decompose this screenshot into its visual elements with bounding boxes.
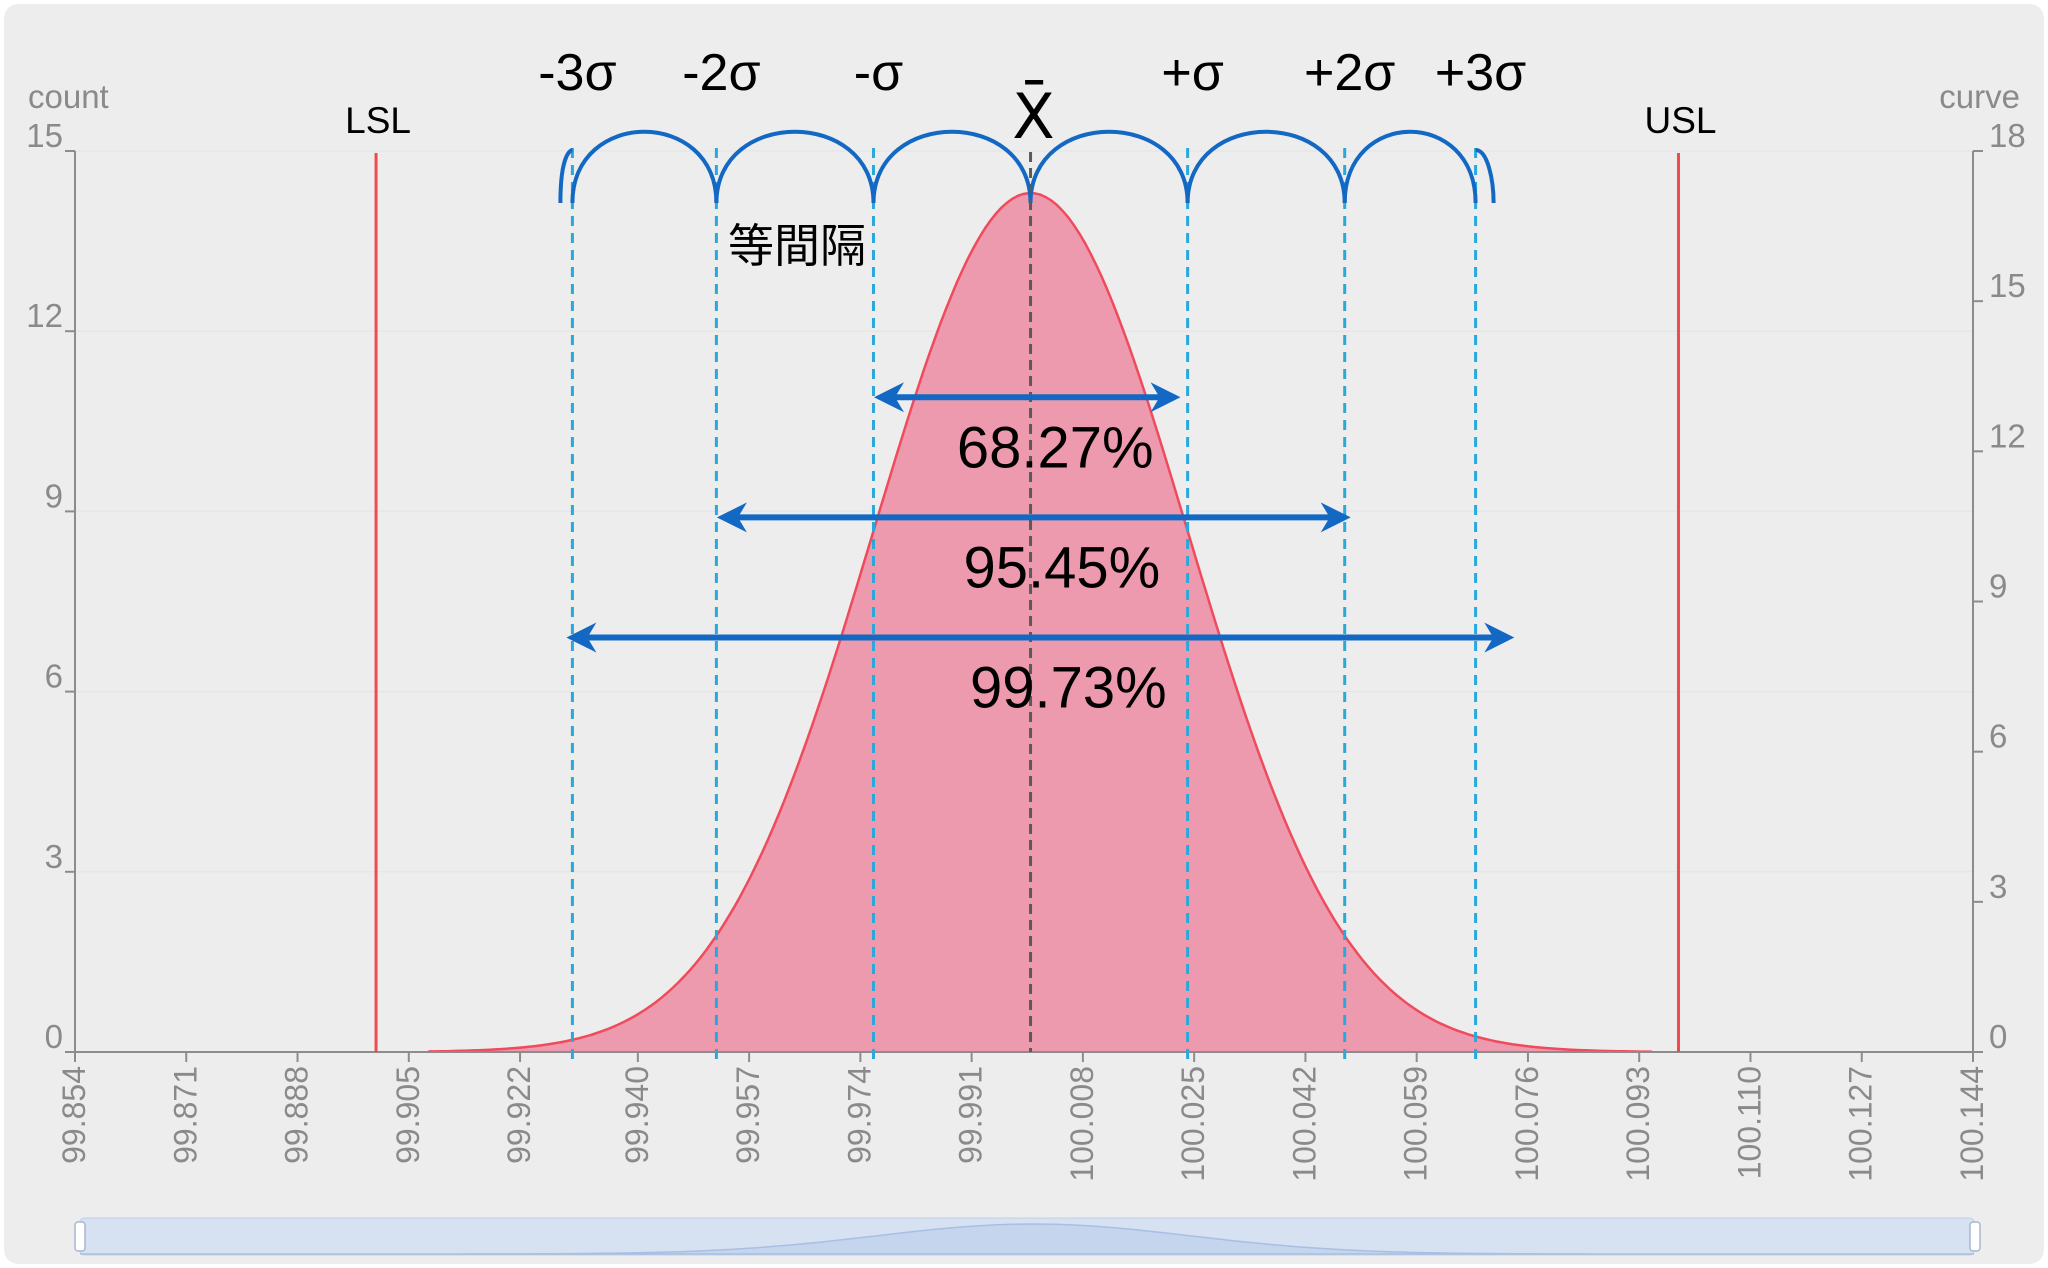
sigma-label: -3σ: [538, 44, 616, 102]
interval-arc: [570, 129, 719, 204]
x-axis-ticks: 99.854 99.871 99.888 99.905 99.922 99.940 99.9…: [56, 1052, 1990, 1182]
interval-arc-end: [1475, 148, 1496, 204]
x-tick-label: 100.008: [1064, 1066, 1100, 1182]
slider-handle-right[interactable]: [1969, 1221, 1981, 1252]
right-tick-label: 0: [1989, 1018, 2007, 1055]
left-tick-label: 15: [26, 117, 63, 154]
left-tick-label: 6: [45, 658, 63, 695]
range-label: 99.73%: [970, 656, 1167, 721]
curve-line: [428, 191, 1653, 1053]
equal-interval-arcs: [558, 129, 1496, 204]
spec-limits: LSL USL: [345, 100, 1716, 1052]
left-tick-label: 12: [26, 297, 63, 334]
right-axis-ticks: 0 3 6 9 12 15 18: [1973, 117, 2026, 1055]
right-tick-label: 18: [1989, 117, 2026, 154]
interval-arc: [714, 129, 876, 204]
right-tick-label: 6: [1989, 718, 2007, 755]
right-tick-label: 3: [1989, 868, 2007, 905]
slider-preview: [80, 1223, 1974, 1255]
slider-handle-left[interactable]: [74, 1221, 86, 1252]
interval-arc: [1185, 129, 1347, 204]
x-tick-label: 99.922: [501, 1066, 537, 1164]
left-axis-label: count: [28, 78, 109, 115]
x-tick-label: 100.059: [1398, 1066, 1434, 1182]
sigma-label: +3σ: [1435, 44, 1526, 102]
x-tick-label: 99.957: [730, 1066, 766, 1164]
sigma-lines: -3σ -2σ -σ +σ +2σ +3σ: [538, 44, 1526, 1062]
interval-arc: [871, 129, 1033, 204]
interval-arc: [1028, 129, 1190, 204]
x-tick-label: 99.854: [56, 1066, 92, 1164]
x-tick-label: 99.940: [619, 1066, 655, 1164]
left-tick-label: 0: [45, 1018, 63, 1055]
x-tick-label: 100.127: [1843, 1066, 1879, 1182]
x-tick-label: 99.905: [390, 1066, 426, 1164]
mean-marker: X̄: [1012, 80, 1055, 1052]
x-tick-label: 99.871: [167, 1066, 203, 1164]
zoom-slider[interactable]: [74, 1217, 1981, 1256]
sigma-label: +σ: [1161, 44, 1223, 102]
x-tick-label: 100.025: [1175, 1066, 1211, 1182]
x-tick-label: 100.110: [1731, 1066, 1767, 1179]
coverage-ranges: 68.27% 95.45% 99.73%: [566, 382, 1515, 721]
x-tick-label: 100.076: [1509, 1066, 1545, 1182]
left-tick-label: 9: [45, 477, 63, 514]
right-tick-label: 12: [1989, 417, 2026, 454]
right-axis-label: curve: [1939, 78, 2020, 115]
spec-label-usl: USL: [1644, 100, 1716, 141]
mean-label: X̄: [1012, 80, 1054, 153]
x-tick-label: 100.093: [1620, 1066, 1656, 1182]
x-tick-label: 99.888: [279, 1066, 315, 1164]
sigma-label: -σ: [854, 44, 903, 102]
left-axis-ticks: 0 3 6 9 12 15: [26, 117, 75, 1055]
x-tick-label: 100.144: [1954, 1066, 1990, 1182]
right-tick-label: 15: [1989, 267, 2026, 304]
range-label: 68.27%: [957, 415, 1154, 480]
sigma-label: +2σ: [1304, 44, 1395, 102]
left-tick-label: 3: [45, 838, 63, 875]
x-tick-label: 99.991: [953, 1066, 989, 1164]
x-tick-label: 100.042: [1286, 1066, 1322, 1182]
sigma-label: -2σ: [682, 44, 760, 102]
interval-arc: [1342, 129, 1478, 204]
x-tick-label: 99.974: [841, 1066, 877, 1164]
spacing-note: 等間隔: [728, 219, 866, 273]
interval-arc-end: [558, 148, 573, 204]
spec-label-lsl: LSL: [345, 100, 411, 141]
range-label: 95.45%: [963, 535, 1160, 600]
right-tick-label: 9: [1989, 568, 2007, 605]
